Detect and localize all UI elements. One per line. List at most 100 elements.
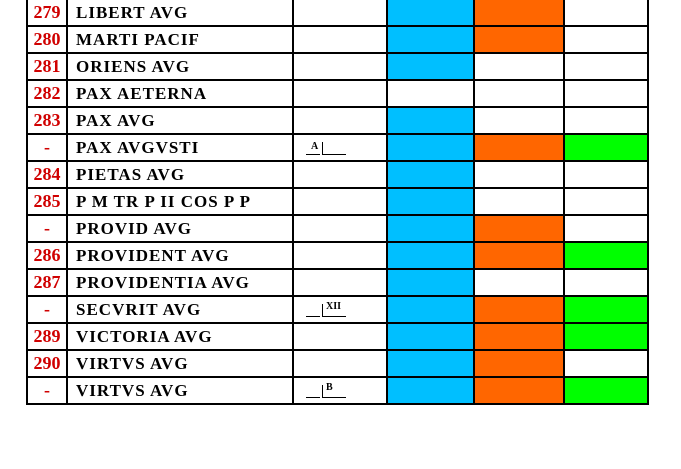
mintmark-cell: B	[292, 376, 388, 405]
table-row: 287 PROVIDENTIA AVG	[26, 268, 649, 297]
presence-c1-blue	[386, 322, 475, 351]
table-row: 279 LIBERT AVG	[26, 0, 649, 27]
mintmark-symbol: B	[294, 381, 386, 401]
catalog-number: 283	[26, 106, 68, 135]
mintmark-right-line	[322, 153, 346, 155]
mintmark-right-field: XII	[326, 300, 342, 312]
presence-c1-blue	[386, 241, 475, 270]
presence-c1-blue	[386, 52, 475, 81]
presence-c2-orange	[473, 349, 565, 378]
legend-text: LIBERT AVG	[66, 0, 294, 27]
presence-c2-empty	[473, 79, 565, 108]
legend-text: PIETAS AVG	[66, 160, 294, 189]
presence-c1-blue	[386, 376, 475, 405]
table-row: - PROVID AVG	[26, 214, 649, 243]
presence-c1-blue	[386, 295, 475, 324]
presence-c1-empty	[386, 79, 475, 108]
presence-c1-blue	[386, 214, 475, 243]
catalog-number: 281	[26, 52, 68, 81]
presence-c2-orange	[473, 133, 565, 162]
mintmark-cell	[292, 25, 388, 54]
presence-c2-empty	[473, 268, 565, 297]
table-row: - SECVRIT AVG XII	[26, 295, 649, 324]
catalog-number: 287	[26, 268, 68, 297]
presence-c2-orange	[473, 241, 565, 270]
table-row: 290 VIRTVS AVG	[26, 349, 649, 378]
table-row: 283 PAX AVG	[26, 106, 649, 135]
mintmark-cell	[292, 160, 388, 189]
mintmark-right-field: B	[326, 381, 333, 393]
legend-text: MARTI PACIF	[66, 25, 294, 54]
presence-c2-empty	[473, 187, 565, 216]
presence-c3-empty	[563, 349, 649, 378]
presence-c3-empty	[563, 25, 649, 54]
presence-c3-empty	[563, 0, 649, 27]
mintmark-cell	[292, 187, 388, 216]
presence-c3-green	[563, 376, 649, 405]
mintmark-cell: XII	[292, 295, 388, 324]
legend-text: VICTORIA AVG	[66, 322, 294, 351]
mintmark-cell	[292, 241, 388, 270]
presence-c2-empty	[473, 106, 565, 135]
presence-c2-empty	[473, 160, 565, 189]
coin-legend-table: 279 LIBERT AVG 280 MARTI PACIF 281 ORIENS AVG…	[26, 0, 649, 405]
presence-c2-empty	[473, 52, 565, 81]
catalog-number: 289	[26, 322, 68, 351]
catalog-number: 280	[26, 25, 68, 54]
catalog-number: 279	[26, 0, 68, 27]
catalog-number: 290	[26, 349, 68, 378]
presence-c1-blue	[386, 133, 475, 162]
mintmark-left-field: A	[311, 140, 319, 152]
presence-c1-blue	[386, 349, 475, 378]
table-row: 282 PAX AETERNA	[26, 79, 649, 108]
legend-text: PAX AVG	[66, 106, 294, 135]
presence-c1-blue	[386, 160, 475, 189]
presence-c2-orange	[473, 214, 565, 243]
presence-c3-empty	[563, 79, 649, 108]
mintmark-left-line	[306, 315, 320, 317]
legend-text: SECVRIT AVG	[66, 295, 294, 324]
legend-text: P M TR P II COS P P	[66, 187, 294, 216]
presence-c1-blue	[386, 268, 475, 297]
legend-text: VIRTVS AVG	[66, 349, 294, 378]
legend-text: VIRTVS AVG	[66, 376, 294, 405]
table-row: 281 ORIENS AVG	[26, 52, 649, 81]
mintmark-cell	[292, 322, 388, 351]
table-row: 286 PROVIDENT AVG	[26, 241, 649, 270]
presence-c3-empty	[563, 268, 649, 297]
mintmark-cell	[292, 79, 388, 108]
presence-c3-empty	[563, 52, 649, 81]
mintmark-cell	[292, 0, 388, 27]
mintmark-divider	[322, 303, 323, 317]
catalog-number: -	[26, 133, 68, 162]
presence-c2-orange	[473, 25, 565, 54]
catalog-number: 285	[26, 187, 68, 216]
catalog-number: 284	[26, 160, 68, 189]
presence-c3-empty	[563, 106, 649, 135]
presence-c2-orange	[473, 322, 565, 351]
table-row: 285 P M TR P II COS P P	[26, 187, 649, 216]
presence-c3-empty	[563, 187, 649, 216]
presence-c1-blue	[386, 106, 475, 135]
presence-c3-green	[563, 241, 649, 270]
presence-c3-empty	[563, 214, 649, 243]
mintmark-symbol: XII	[294, 300, 386, 320]
mintmark-left-line	[306, 153, 320, 155]
legend-text: PROVIDENT AVG	[66, 241, 294, 270]
catalog-number: -	[26, 376, 68, 405]
presence-c3-green	[563, 133, 649, 162]
mintmark-cell	[292, 214, 388, 243]
catalog-number: 286	[26, 241, 68, 270]
presence-c2-orange	[473, 295, 565, 324]
table-row: 284 PIETAS AVG	[26, 160, 649, 189]
mintmark-right-line	[322, 396, 346, 398]
presence-c3-empty	[563, 160, 649, 189]
table-row: 280 MARTI PACIF	[26, 25, 649, 54]
legend-text: PROVIDENTIA AVG	[66, 268, 294, 297]
mintmark-left-line	[306, 396, 320, 398]
presence-c1-blue	[386, 25, 475, 54]
legend-text: PROVID AVG	[66, 214, 294, 243]
legend-text: PAX AVGVSTI	[66, 133, 294, 162]
catalog-number: -	[26, 295, 68, 324]
mintmark-divider	[322, 384, 323, 398]
